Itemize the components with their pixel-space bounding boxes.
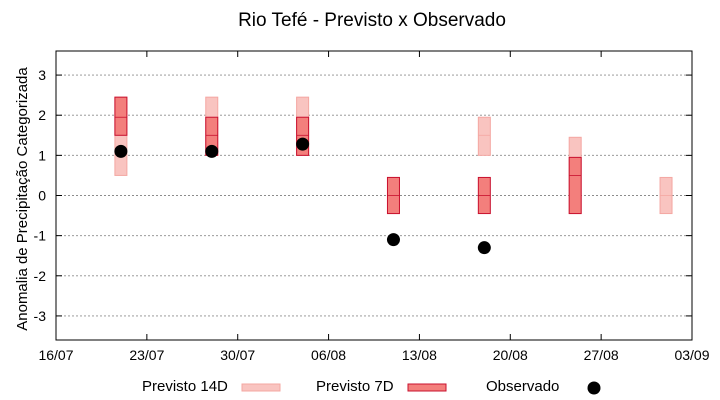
series-previsto-7d <box>114 96 582 215</box>
observado-point <box>477 241 491 255</box>
y-tick-label: -3 <box>34 308 47 324</box>
x-tick-label: 16/07 <box>38 347 73 363</box>
observado-point <box>296 137 310 151</box>
observado-point <box>205 144 219 158</box>
y-tick-label: 3 <box>38 67 46 83</box>
series-observado <box>114 137 491 255</box>
y-tick-label: -2 <box>34 268 47 284</box>
y-tick-label: 2 <box>38 107 46 123</box>
x-tick-label: 20/08 <box>493 347 528 363</box>
legend: Previsto 14D Previsto 7D Observado <box>142 378 601 395</box>
x-tick-label: 23/07 <box>129 347 164 363</box>
observado-point <box>386 233 400 247</box>
x-tick-label: 03/09 <box>674 347 709 363</box>
y-tick-label: 1 <box>38 147 46 163</box>
legend-previsto-7d-label: Previsto 7D <box>316 378 394 395</box>
plot-frame <box>55 50 693 341</box>
legend-observado-swatch <box>587 381 601 395</box>
y-axis-label: Anomalia de Precipitação Categorizada <box>14 67 31 331</box>
y-tick-label: -1 <box>34 228 47 244</box>
legend-previsto-14d-label: Previsto 14D <box>142 378 228 395</box>
legend-observado-label: Observado <box>486 378 559 395</box>
y-tick-label: 0 <box>38 188 46 204</box>
observado-point <box>114 144 128 158</box>
chart-title: Rio Tefé - Previsto x Observado <box>238 10 506 31</box>
box-previsto-14d <box>477 116 491 156</box>
legend-previsto-14d-swatch <box>241 383 281 392</box>
box-previsto-7d <box>568 156 582 215</box>
grid-layer <box>56 74 692 317</box>
axis-layer: 3 2 1 0 -1 -2 -3 16/07 23/07 30/07 06/08 13/08 20/08… <box>34 50 710 363</box>
x-tick-label: 27/08 <box>584 347 619 363</box>
x-tick-label: 30/07 <box>220 347 255 363</box>
box-previsto-7d <box>114 96 128 136</box>
legend-previsto-7d-swatch <box>407 383 447 392</box>
x-tick-label: 06/08 <box>311 347 346 363</box>
x-tick-label: 13/08 <box>402 347 437 363</box>
